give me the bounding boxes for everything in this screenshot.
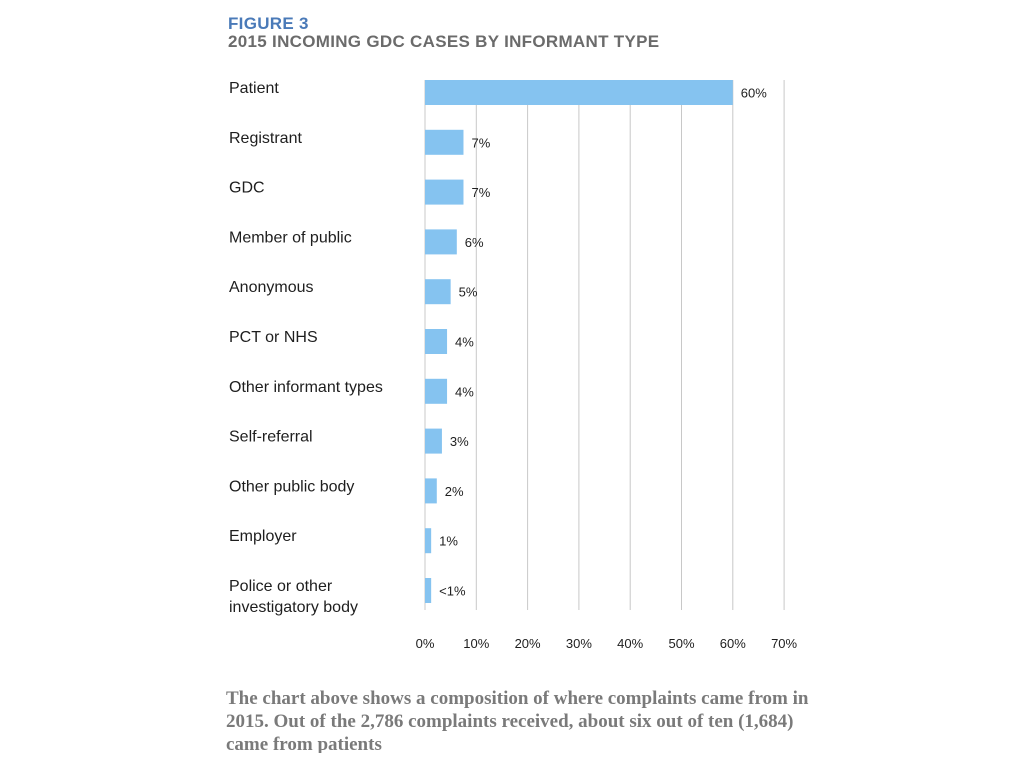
category-label: Self-referral — [229, 429, 313, 446]
bar — [425, 329, 448, 354]
bar — [425, 528, 432, 554]
category-label: Registrant — [229, 130, 302, 147]
bar — [425, 279, 451, 305]
bar — [425, 129, 464, 155]
value-label: 60% — [741, 86, 767, 101]
x-tick-label: 50% — [668, 636, 694, 651]
x-tick-label: 30% — [566, 636, 592, 651]
x-tick-label: 20% — [515, 636, 541, 651]
value-label: <1% — [439, 584, 466, 599]
category-label: GDC — [229, 180, 265, 197]
x-axis-ticks: 0% 10% 20% 30% 40% 50% 60% 70% — [416, 636, 798, 651]
value-label: 2% — [445, 484, 464, 499]
x-tick-label: 0% — [416, 636, 435, 651]
x-tick-label: 70% — [771, 636, 797, 651]
bar-chart: Patient Registrant GDC Member of public Anon… — [229, 80, 798, 651]
bar — [425, 378, 448, 404]
value-label: 5% — [459, 285, 478, 300]
category-label: Other public body — [229, 478, 354, 495]
category-label: Other informant types — [229, 379, 383, 396]
category-label: Employer — [229, 528, 297, 545]
gridlines — [424, 80, 785, 610]
category-label: Anonymous — [229, 279, 314, 296]
bar — [425, 428, 442, 454]
category-label: investigatory body — [229, 599, 358, 616]
bar — [425, 179, 464, 205]
category-labels: Patient Registrant GDC Member of public Anon… — [229, 80, 383, 616]
bar — [425, 478, 437, 504]
x-tick-label: 40% — [617, 636, 643, 651]
value-label: 4% — [455, 335, 474, 350]
value-labels: 60% 7% 7% 6% 5% 4% 4% 3% 2% 1% <1% — [439, 86, 767, 599]
value-label: 4% — [455, 384, 474, 399]
figure-label: FIGURE 3 — [228, 14, 309, 33]
bars — [425, 80, 733, 603]
value-label: 6% — [465, 235, 484, 250]
bar — [425, 578, 432, 603]
category-label: Police or other — [229, 578, 333, 595]
chart-title: 2015 INCOMING GDC CASES BY INFORMANT TYP… — [228, 32, 660, 51]
value-label: 7% — [471, 185, 490, 200]
bar — [425, 80, 733, 105]
value-label: 7% — [471, 135, 490, 150]
category-label: Patient — [229, 80, 279, 97]
x-tick-label: 10% — [463, 636, 489, 651]
x-tick-label: 60% — [720, 636, 746, 651]
bar — [425, 229, 457, 255]
category-label: PCT or NHS — [229, 329, 318, 346]
category-label: Member of public — [229, 229, 352, 246]
chart-caption: The chart above shows a composition of w… — [226, 688, 809, 753]
value-label: 3% — [450, 434, 469, 449]
value-label: 1% — [439, 534, 458, 549]
